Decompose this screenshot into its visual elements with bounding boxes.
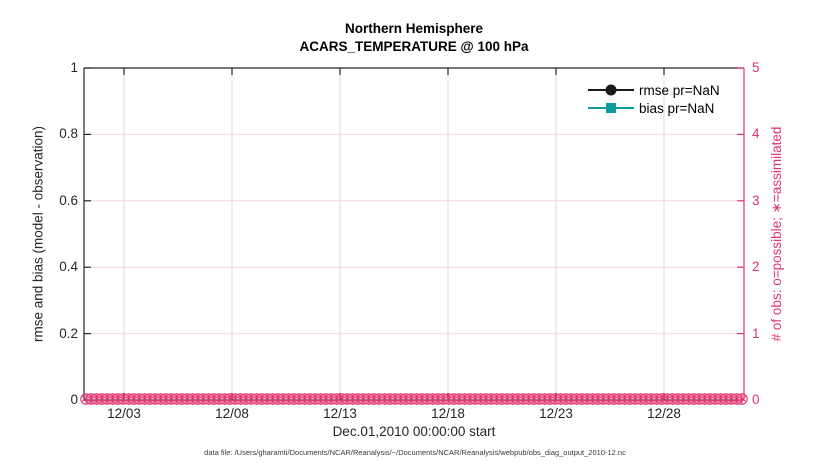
left-y-tick-label: 0.2 <box>59 325 78 341</box>
x-tick-label: 12/03 <box>107 406 141 421</box>
right-y-tick-label: 2 <box>752 259 760 275</box>
rmse-circle-marker-icon <box>605 84 617 96</box>
rmse-line-sample <box>588 84 634 96</box>
left-y-tick-label: 0.6 <box>59 192 78 208</box>
right-y-tick-label: 4 <box>752 126 760 142</box>
legend-label-rmse: rmse pr=NaN <box>639 82 720 98</box>
datafile-note: data file: /Users/gharamti/Documents/NCA… <box>204 448 626 457</box>
x-tick-label: 12/08 <box>215 406 249 421</box>
left-y-tick-label: 0.4 <box>59 259 78 275</box>
legend-item-rmse: rmse pr=NaN <box>588 82 720 98</box>
x-axis-label: Dec.01,2010 00:00:00 start <box>332 424 496 439</box>
legend-item-bias: bias pr=NaN <box>588 100 714 116</box>
title-block: Northern Hemisphere ACARS_TEMPERATURE @ … <box>84 20 744 56</box>
plot-subtitle: ACARS_TEMPERATURE @ 100 hPa <box>299 39 529 54</box>
x-tick-label: 12/28 <box>647 406 681 421</box>
right-y-tick-label: 1 <box>752 325 760 341</box>
left-y-tick-label: 0 <box>70 392 78 407</box>
bias-square-marker-icon <box>606 103 616 113</box>
right-y-tick-label: 0 <box>752 392 760 407</box>
bias-line-sample <box>588 103 634 113</box>
x-tick-label: 12/18 <box>431 406 465 421</box>
left-y-tick-label: 0.8 <box>59 126 78 142</box>
right-y-tick-label: 3 <box>752 192 760 208</box>
x-tick-label: 12/13 <box>323 406 357 421</box>
legend-label-bias: bias pr=NaN <box>639 100 715 116</box>
right-y-tick-label: 5 <box>752 60 760 75</box>
left-y-tick-label: 1 <box>70 60 78 75</box>
plot-title: Northern Hemisphere <box>344 21 484 36</box>
x-tick-label: 12/23 <box>539 406 573 421</box>
